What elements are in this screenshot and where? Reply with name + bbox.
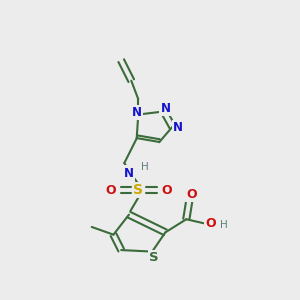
Text: S: S [149, 251, 159, 264]
Text: O: O [106, 184, 116, 196]
Text: N: N [160, 102, 170, 115]
Text: N: N [173, 121, 183, 134]
Text: O: O [205, 218, 216, 230]
Text: H: H [141, 162, 149, 172]
Text: N: N [132, 106, 142, 119]
Text: O: O [162, 184, 172, 196]
Text: H: H [220, 220, 228, 230]
Text: O: O [186, 188, 197, 201]
Text: S: S [133, 183, 143, 197]
Text: N: N [124, 167, 134, 180]
